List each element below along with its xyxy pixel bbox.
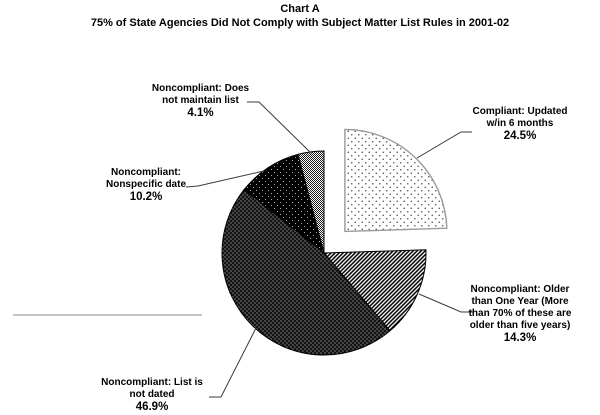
label-no-list-line1: Noncompliant: Does xyxy=(151,83,250,94)
label-older-line1: Noncompliant: Older xyxy=(470,284,570,295)
label-compliant-line2: w/in 6 months xyxy=(486,118,554,129)
label-no-list-line2: not maintain list xyxy=(162,95,239,106)
label-compliant-pct: 24.5% xyxy=(503,130,537,142)
label-older-line3: than 70% of these are xyxy=(468,308,572,319)
label-nonspecific: Noncompliant: Nonspecific date 10.2% xyxy=(66,167,226,204)
label-older-line4: older than five years) xyxy=(469,320,571,331)
label-older-pct: 14.3% xyxy=(503,332,537,344)
leader-line-nonspecific xyxy=(185,170,265,188)
label-nonspecific-pct: 10.2% xyxy=(129,191,163,203)
leader-line-older xyxy=(418,293,473,313)
label-compliant-line1: Compliant: Updated xyxy=(472,106,568,117)
label-older-line2: than One Year (More xyxy=(471,296,569,307)
label-not-dated-line1: Noncompliant: List is xyxy=(101,377,203,388)
label-not-dated-line2: not dated xyxy=(129,389,175,400)
leader-line-no-list xyxy=(247,101,313,155)
label-compliant: Compliant: Updated w/in 6 months 24.5% xyxy=(438,106,600,143)
leader-line-not-dated xyxy=(209,327,257,398)
pie-slices-group xyxy=(221,128,448,356)
label-not-dated-pct: 46.9% xyxy=(135,401,169,413)
pie-slice-list-not-dated xyxy=(221,188,391,356)
label-nonspecific-line2: Nonspecific date xyxy=(105,179,187,190)
pie-slice-compliant-updated xyxy=(344,128,448,233)
label-older: Noncompliant: Older than One Year (More … xyxy=(432,284,600,345)
chart-title: Chart A xyxy=(280,3,320,15)
pie-slice-older-than-one-year xyxy=(322,249,427,332)
label-not-dated: Noncompliant: List is not dated 46.9% xyxy=(72,377,232,414)
leader-line-compliant xyxy=(416,131,472,159)
label-no-list-pct: 4.1% xyxy=(187,107,214,119)
pie-slice-no-list xyxy=(297,150,325,254)
chart-subtitle: 75% of State Agencies Did Not Comply wit… xyxy=(90,17,510,29)
label-no-list: Noncompliant: Does not maintain list 4.1… xyxy=(118,83,283,120)
leader-lines-group xyxy=(185,101,473,398)
label-nonspecific-line1: Noncompliant: xyxy=(111,167,181,178)
